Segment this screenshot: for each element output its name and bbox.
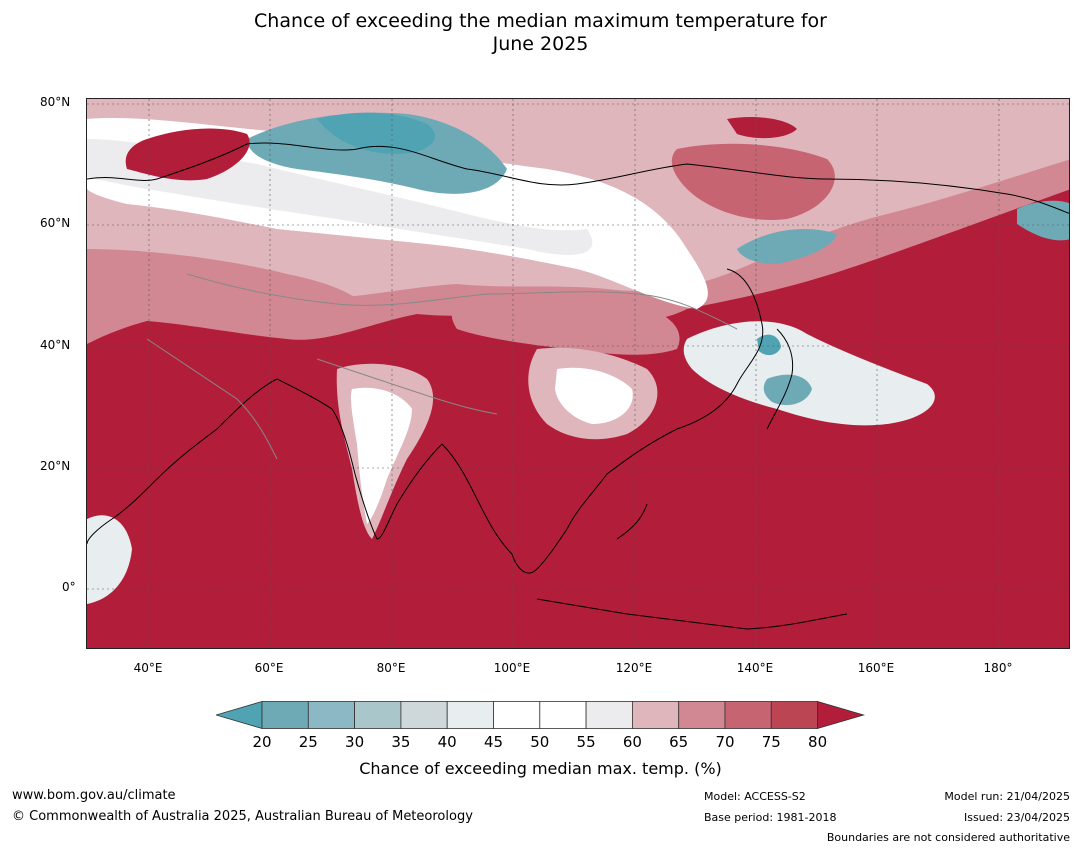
footer-disclaimer: Boundaries are not considered authoritat… bbox=[826, 831, 1070, 844]
colorbar-tick-label: 50 bbox=[530, 733, 550, 751]
lon-label-160e: 160°E bbox=[857, 661, 895, 675]
footer-base-period: Base period: 1981-2018 bbox=[704, 811, 837, 824]
colorbar-tick-label: 35 bbox=[391, 733, 411, 751]
region-africa-white bbox=[87, 515, 132, 604]
footer-copyright: © Commonwealth of Australia 2025, Austra… bbox=[12, 809, 473, 824]
forecast-map bbox=[86, 98, 1070, 649]
region-japan-deepteal bbox=[757, 334, 781, 356]
colorbar-tick-label: 45 bbox=[483, 733, 504, 751]
lon-label-100e: 100°E bbox=[493, 661, 531, 675]
lat-label-60n: 60°N bbox=[40, 216, 71, 230]
region-japan-teal bbox=[763, 374, 812, 406]
colorbar-cell bbox=[770, 701, 818, 729]
colorbar-tick-label: 30 bbox=[345, 733, 365, 751]
footer-issued: Issued: 23/04/2025 bbox=[963, 811, 1070, 824]
colorbar-cell bbox=[678, 701, 726, 729]
region-arctic-red bbox=[727, 117, 797, 139]
region-china-white bbox=[555, 367, 633, 424]
colorbar-tick-label: 70 bbox=[715, 733, 735, 751]
colorbar-cell bbox=[585, 701, 633, 729]
region-mongolia-pink bbox=[451, 296, 680, 355]
coastlines bbox=[87, 142, 1069, 630]
graticule bbox=[87, 99, 1069, 648]
title-line-2: June 2025 bbox=[492, 33, 589, 55]
region-siberia-teal bbox=[247, 112, 507, 194]
colorbar-cell bbox=[539, 701, 587, 729]
region-kazakh-pink bbox=[87, 249, 367, 319]
lat-label-20n: 20°N bbox=[40, 459, 71, 473]
lon-label-180: 180° bbox=[983, 661, 1013, 675]
colorbar bbox=[216, 701, 866, 730]
colorbar-arrow-low bbox=[216, 701, 263, 730]
colorbar-tick-label: 60 bbox=[622, 733, 642, 751]
region-japan-pale bbox=[683, 321, 935, 426]
colorbar-cell bbox=[261, 701, 309, 729]
footer-model: Model: ACCESS-S2 bbox=[704, 790, 806, 803]
lon-label-60e: 60°E bbox=[254, 661, 284, 675]
colorbar-tick-label: 75 bbox=[761, 733, 781, 751]
region-siberia-deepteal bbox=[317, 112, 436, 154]
lon-label-80e: 80°E bbox=[376, 661, 406, 675]
colorbar-cell bbox=[307, 701, 356, 729]
region-east-siberia-red bbox=[671, 143, 835, 220]
map-drawing bbox=[87, 99, 1069, 648]
colorbar-tick-label: 55 bbox=[576, 733, 596, 751]
footer-url[interactable]: www.bom.gov.au/climate bbox=[12, 788, 176, 803]
borders bbox=[146, 273, 738, 460]
title-line-1: Chance of exceeding the median maximum t… bbox=[254, 10, 827, 32]
colorbar-cells bbox=[216, 701, 866, 730]
region-india-white bbox=[350, 387, 412, 524]
lat-label-0: 0° bbox=[62, 580, 76, 594]
colorbar-cell bbox=[400, 701, 448, 729]
colorbar-cell bbox=[446, 701, 494, 729]
colorbar-label: Chance of exceeding median max. temp. (%… bbox=[359, 759, 722, 778]
chart-title: Chance of exceeding the median maximum t… bbox=[0, 10, 1081, 56]
colorbar-cell bbox=[724, 701, 772, 729]
colorbar-tick-label: 80 bbox=[808, 733, 828, 751]
region-okhotsk-teal bbox=[737, 229, 837, 264]
lat-label-40n: 40°N bbox=[40, 338, 71, 352]
lon-label-140e: 140°E bbox=[736, 661, 774, 675]
colorbar-cell bbox=[631, 701, 680, 729]
lon-label-40e: 40°E bbox=[133, 661, 163, 675]
region-scandinavia-red bbox=[125, 128, 250, 181]
colorbar-tick-label: 65 bbox=[669, 733, 689, 751]
colorbar-cell bbox=[354, 701, 402, 729]
footer-model-run: Model run: 21/04/2025 bbox=[944, 790, 1070, 803]
region-bering-teal bbox=[1017, 200, 1069, 241]
lon-label-120e: 120°E bbox=[615, 661, 653, 675]
colorbar-tick-label: 25 bbox=[298, 733, 318, 751]
colorbar-arrow-high bbox=[817, 701, 866, 730]
colorbar-cell bbox=[493, 701, 541, 729]
colorbar-tick-label: 40 bbox=[437, 733, 457, 751]
colorbar-tick-label: 20 bbox=[252, 733, 272, 751]
lat-label-80n: 80°N bbox=[40, 95, 71, 109]
